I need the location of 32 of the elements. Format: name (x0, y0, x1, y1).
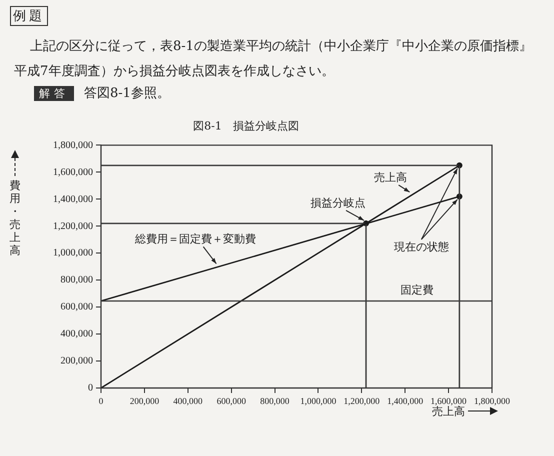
x-axis-title: 売上高 (432, 405, 465, 418)
text: 解答 (34, 86, 74, 101)
text: 答図8-1参照。 (84, 85, 170, 102)
x-tick-label: 0 (98, 396, 104, 406)
y-tick-label: 200,000 (60, 356, 93, 367)
y-tick-label: 800,000 (60, 274, 93, 286)
x-tick-label: 800,000 (260, 396, 290, 406)
x-tick-label: 1,600,000 (430, 396, 468, 406)
x-tick-label: 200,000 (130, 396, 160, 406)
x-tick-label: 1,200,000 (344, 396, 380, 406)
y-tick-label: 400,000 (60, 328, 93, 340)
annotation: 損益分岐点 (310, 196, 366, 210)
x-tick-label: 1,400,000 (387, 396, 424, 406)
ref-line-label: 固定費 (400, 283, 434, 296)
y-tick-label: 1,800,000 (53, 140, 93, 151)
chart-title: 図8-1 損益分岐点図 (193, 119, 299, 132)
annotation: 総費用＝固定費＋変動費 (134, 232, 256, 246)
x-tick-label: 1,000,000 (300, 396, 337, 406)
y-tick-label: 0 (88, 382, 93, 394)
text: 例題 (10, 6, 48, 26)
x-tick-label: 400,000 (173, 396, 204, 406)
annotation: 現在の状態 (394, 240, 449, 254)
y-tick-label: 1,400,000 (53, 194, 93, 205)
x-tick-label: 1,800,000 (474, 396, 510, 406)
text: 上記の区分に従って，表8-1の製造業平均の統計（中小企業庁『中小企業の原価指標』平成7年度調査）から損益分岐点図表を作成しなさい。 (14, 38, 533, 81)
x-tick-label: 600,000 (216, 396, 246, 406)
annotation: 売上高 (374, 170, 408, 184)
y-tick-label: 600,000 (60, 302, 93, 313)
y-tick-label: 1,600,000 (53, 166, 93, 178)
y-tick-label: 1,000,000 (53, 248, 93, 259)
y-tick-label: 1,200,000 (53, 220, 93, 232)
y-axis-title: 費用・売上高 (8, 179, 22, 257)
